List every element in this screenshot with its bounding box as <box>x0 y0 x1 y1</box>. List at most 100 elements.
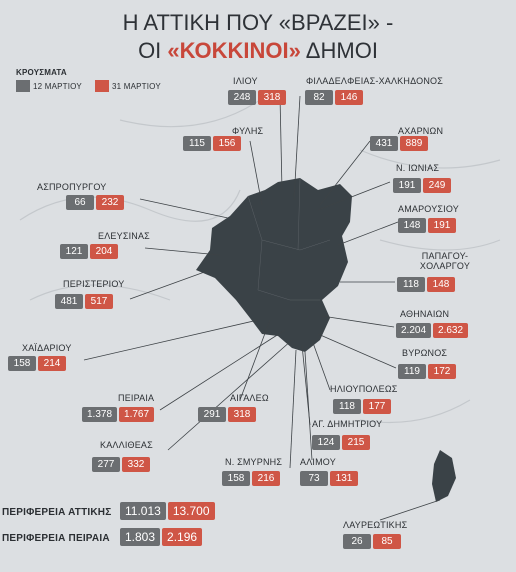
cases-march12: 481 <box>55 294 83 309</box>
municipality-name: ΚΑΛΛΙΘΕΑΣ <box>100 440 153 450</box>
municipality-name: ΕΛΕΥΣΙΝΑΣ <box>98 231 150 241</box>
cases-march31: 214 <box>38 356 66 371</box>
cases-march12: 431 <box>370 136 398 151</box>
municipality-name: ΑΙΓΑΛΕΩ <box>230 393 269 403</box>
case-boxes: 277 332 <box>92 454 152 472</box>
cases-march31: 318 <box>258 90 286 105</box>
legend-title: ΚΡΟΥΣΜΑΤΑ <box>16 68 67 77</box>
case-boxes: 66 232 <box>66 192 126 210</box>
lavreotiki <box>432 450 456 502</box>
cases-march31: 249 <box>423 178 451 193</box>
municipality-name: ΗΛΙΟΥΠΟΛΕΩΣ <box>330 384 398 394</box>
legend-label: 31 ΜΑΡΤΙΟΥ <box>112 82 161 91</box>
title-line1: Η ΑΤΤΙΚΗ ΠΟΥ «ΒΡΑΖΕΙ» - <box>122 10 394 35</box>
cases-march12: 26 <box>343 534 371 549</box>
cases-march12: 82 <box>305 90 333 105</box>
total-row: ΠΕΡΙΦΕΡΕΙΑ ΑΤΤΙΚΗΣ 11.013 13.700 <box>2 502 217 520</box>
cases-march31: 215 <box>342 435 370 450</box>
legend-label: 12 ΜΑΡΤΙΟΥ <box>33 82 82 91</box>
cases-march12: 115 <box>183 136 211 151</box>
cases-march12: 2.204 <box>396 323 432 338</box>
case-boxes: 481 517 <box>55 291 115 309</box>
cases-march31: 2.632 <box>433 323 469 338</box>
cases-march12: 158 <box>222 471 250 486</box>
municipality-name: ΠΑΠΑΓΟΥ-ΧΟΛΑΡΓΟΥ <box>419 251 471 271</box>
municipality-name: ΒΥΡΩΝΟΣ <box>402 348 448 358</box>
cases-march31: 131 <box>330 471 358 486</box>
case-boxes: 191 249 <box>393 175 453 193</box>
case-boxes: 291 318 <box>198 404 258 422</box>
cases-march31: 204 <box>90 244 118 259</box>
case-boxes: 121 204 <box>60 241 120 259</box>
title-part: ΟΙ <box>138 38 162 63</box>
case-boxes: 2.204 2.632 <box>396 320 470 338</box>
municipality-name: ΑΣΠΡΟΠΥΡΓΟΥ <box>37 182 107 192</box>
total-march12: 11.013 <box>120 502 166 520</box>
cases-march31: 146 <box>335 90 363 105</box>
legend-swatch-red <box>95 80 109 92</box>
municipality-name: ΙΛΙΟΥ <box>233 76 258 86</box>
case-boxes: 248 318 <box>228 87 288 105</box>
case-boxes: 115 156 <box>183 133 243 151</box>
cases-march12: 118 <box>397 277 425 292</box>
total-march12: 1.803 <box>120 528 161 546</box>
cases-march31: 191 <box>428 218 456 233</box>
municipality-name: ΧΑΪΔΑΡΙΟΥ <box>22 343 72 353</box>
cases-march31: 318 <box>228 407 256 422</box>
cases-march31: 332 <box>122 457 150 472</box>
total-march31: 13.700 <box>167 502 215 520</box>
case-boxes: 118 177 <box>333 396 393 414</box>
title-line2: ΟΙ «ΚΟΚΚΙΝΟΙ» ΔΗΜΟΙ <box>0 38 516 64</box>
municipality-name: ΦΙΛΑΔΕΛΦΕΙΑΣ-ΧΑΛΚΗΔΟΝΟΣ <box>306 76 443 86</box>
cases-march12: 277 <box>92 457 120 472</box>
cases-march12: 73 <box>300 471 328 486</box>
municipality-name: ΠΕΙΡΑΙΑ <box>118 393 155 403</box>
municipality-name: ΠΕΡΙΣΤΕΡΙΟΥ <box>63 279 125 289</box>
cases-march31: 148 <box>427 277 455 292</box>
cases-march31: 232 <box>96 195 124 210</box>
title-part: ΔΗΜΟΙ <box>305 38 378 63</box>
municipality-name: ΑΓ. ΔΗΜΗΤΡΙΟΥ <box>312 419 383 429</box>
total-name: ΠΕΡΙΦΕΡΕΙΑ ΑΤΤΙΚΗΣ <box>2 507 112 518</box>
cases-march12: 119 <box>398 364 426 379</box>
cases-march12: 121 <box>60 244 88 259</box>
total-row: ΠΕΡΙΦΕΡΕΙΑ ΠΕΙΡΑΙΑ 1.803 2.196 <box>2 528 204 546</box>
cases-march12: 191 <box>393 178 421 193</box>
case-boxes: 1.378 1.767 <box>82 404 156 422</box>
cases-march31: 1.767 <box>119 407 155 422</box>
cases-march31: 177 <box>363 399 391 414</box>
cases-march12: 66 <box>66 195 94 210</box>
case-boxes: 148 191 <box>398 215 458 233</box>
case-boxes: 158 214 <box>8 353 68 371</box>
case-boxes: 26 85 <box>343 531 403 549</box>
municipality-name: ΑΧΑΡΝΩΝ <box>398 126 444 136</box>
cases-march12: 291 <box>198 407 226 422</box>
cases-march31: 85 <box>373 534 401 549</box>
legend-swatch-gray <box>16 80 30 92</box>
municipality-name: ΛΑΥΡΕΩΤΙΚΗΣ <box>343 520 408 530</box>
municipality-name: ΑΛΙΜΟΥ <box>300 457 336 467</box>
cases-march31: 517 <box>85 294 113 309</box>
cases-march12: 118 <box>333 399 361 414</box>
total-name: ΠΕΡΙΦΕΡΕΙΑ ΠΕΙΡΑΙΑ <box>2 533 110 544</box>
cases-march12: 158 <box>8 356 36 371</box>
total-march31: 2.196 <box>162 528 203 546</box>
case-boxes: 124 215 <box>312 432 372 450</box>
cases-march12: 1.378 <box>82 407 118 422</box>
municipality-name: Ν. ΙΩΝΙΑΣ <box>396 163 440 173</box>
case-boxes: 82 146 <box>305 87 365 105</box>
title-highlight: «ΚΟΚΚΙΝΟΙ» <box>167 38 301 63</box>
municipality-name: ΦΥΛΗΣ <box>232 126 264 136</box>
case-boxes: 73 131 <box>300 468 360 486</box>
cases-march31: 156 <box>213 136 241 151</box>
case-boxes: 158 216 <box>222 468 282 486</box>
cases-march31: 172 <box>428 364 456 379</box>
municipality-name: ΑΜΑΡΟΥΣΙΟΥ <box>398 204 459 214</box>
municipality-name: Ν. ΣΜΥΡΝΗΣ <box>225 457 283 467</box>
cases-march31: 216 <box>252 471 280 486</box>
case-boxes: 118 148 <box>397 274 457 292</box>
case-boxes: 119 172 <box>398 361 458 379</box>
case-boxes: 431 889 <box>370 133 430 151</box>
